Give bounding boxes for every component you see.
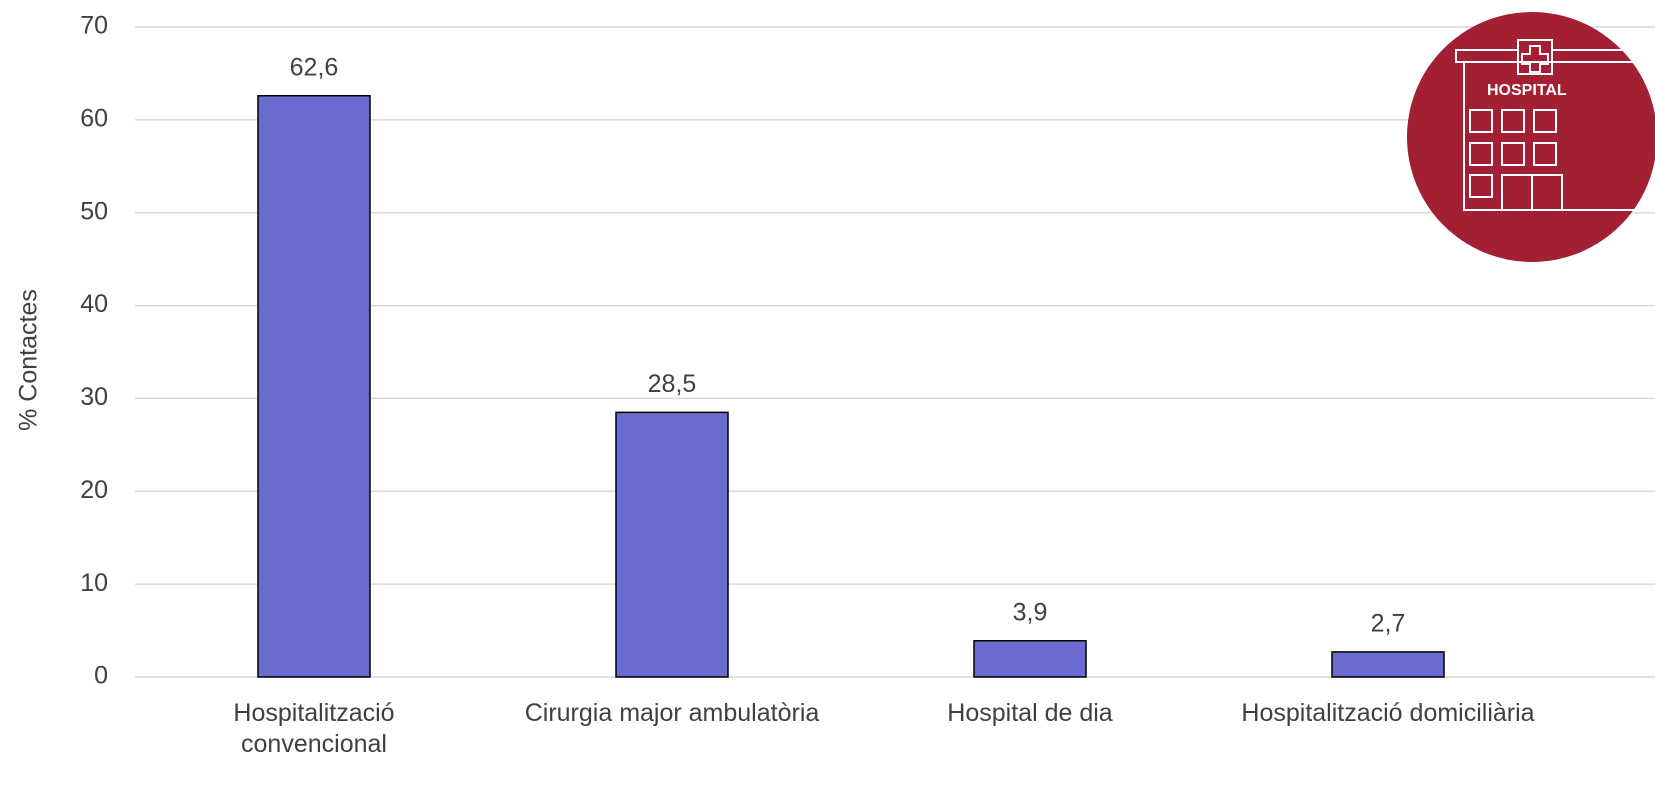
- value-label: 62,6: [290, 53, 339, 81]
- y-tick-label: 50: [80, 197, 108, 225]
- value-label: 3,9: [1013, 598, 1048, 626]
- x-tick-label: Hospitalització domiciliària: [1241, 699, 1535, 727]
- bar: [1331, 651, 1445, 678]
- bar: [973, 640, 1087, 678]
- y-tick-label: 70: [80, 12, 108, 40]
- bar: [615, 411, 729, 678]
- value-label: 28,5: [648, 370, 697, 398]
- y-tick-label: 20: [80, 476, 108, 504]
- x-tick-label: Hospitalització convencional: [233, 699, 395, 758]
- value-label: 2,7: [1371, 610, 1406, 638]
- y-tick-label: 10: [80, 569, 108, 597]
- y-tick-label: 60: [80, 104, 108, 132]
- bar: [257, 94, 371, 678]
- x-tick-label: Hospital de dia: [947, 699, 1113, 727]
- y-tick-label: 30: [80, 383, 108, 411]
- icon-label: HOSPITAL: [1487, 82, 1567, 99]
- y-tick-label: 40: [80, 290, 108, 318]
- x-tick-label: Cirurgia major ambulatòria: [524, 699, 820, 727]
- y-axis-label: % Contactes: [15, 289, 43, 431]
- y-tick-label: 0: [94, 662, 108, 690]
- hospital-icon: HOSPITAL: [1407, 12, 1655, 262]
